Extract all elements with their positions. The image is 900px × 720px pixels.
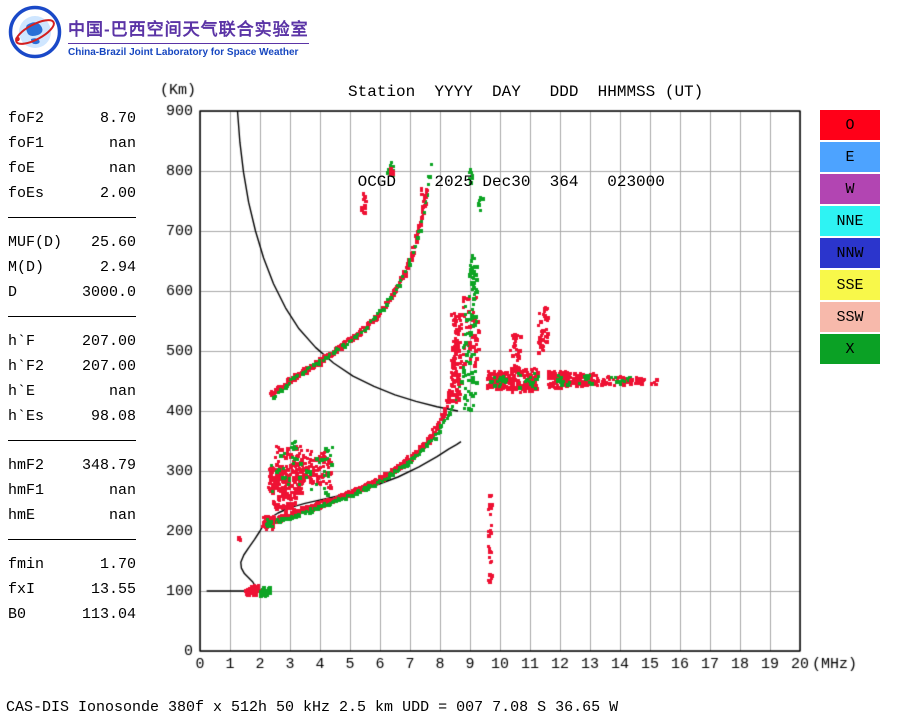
param-label: h`E: [8, 383, 36, 400]
legend-item-label: SSW: [836, 308, 864, 326]
legend-item-nnw: NNW: [820, 238, 880, 268]
station-header-line: Station YYYY DAY DDD HHMMSS (UT): [348, 83, 704, 101]
param-value: nan: [108, 507, 136, 524]
legend-item-x: X: [820, 334, 880, 364]
legend-item-e: E: [820, 142, 880, 172]
station-value-line: OCGD 2025 Dec30 364 023000: [348, 173, 665, 191]
param-row: B0 113.04: [8, 602, 136, 627]
param-row: h`E nan: [8, 379, 136, 404]
param-row: hmE nan: [8, 503, 136, 528]
param-separator: [8, 440, 136, 441]
param-row: foE nan: [8, 156, 136, 181]
legend-item-o: O: [820, 110, 880, 140]
param-value: 348.79: [81, 457, 136, 474]
param-row: hmF1 nan: [8, 478, 136, 503]
param-value: nan: [108, 135, 136, 152]
param-row: D 3000.0: [8, 280, 136, 305]
param-separator: [8, 539, 136, 540]
param-label: hmE: [8, 507, 36, 524]
param-label: MUF(D): [8, 234, 63, 251]
param-row: fxI 13.55: [8, 577, 136, 602]
param-label: foEs: [8, 185, 45, 202]
param-row: foF1 nan: [8, 131, 136, 156]
param-label: foE: [8, 160, 36, 177]
param-value: 8.70: [99, 110, 136, 127]
param-row: fmin 1.70: [8, 552, 136, 577]
station-info: Station YYYY DAY DDD HHMMSS (UT) OCGD 20…: [348, 17, 703, 227]
legend-item-label: X: [845, 340, 855, 358]
param-value: 25.60: [90, 234, 136, 251]
legend-item-nne: NNE: [820, 206, 880, 236]
param-value: 207.00: [81, 333, 136, 350]
param-value: 2.94: [99, 259, 136, 276]
param-row: foEs 2.00: [8, 181, 136, 206]
param-label: fxI: [8, 581, 36, 598]
lab-title-english: China-Brazil Joint Laboratory for Space …: [68, 47, 299, 58]
param-label: B0: [8, 606, 27, 623]
echo-legend: O E W NNE NNW SSE SSW X: [820, 110, 880, 366]
param-label: h`F: [8, 333, 36, 350]
legend-item-label: NNE: [836, 212, 864, 230]
param-label: fmin: [8, 556, 45, 573]
param-label: h`F2: [8, 358, 45, 375]
param-separator: [8, 316, 136, 317]
param-value: 2.00: [99, 185, 136, 202]
lab-logo: [8, 5, 62, 59]
legend-item-w: W: [820, 174, 880, 204]
legend-item-label: SSE: [836, 276, 864, 294]
legend-item-label: E: [845, 148, 855, 166]
param-value: nan: [108, 160, 136, 177]
legend-item-label: NNW: [836, 244, 864, 262]
param-value: 207.00: [81, 358, 136, 375]
param-label: h`Es: [8, 408, 45, 425]
param-row: M(D) 2.94: [8, 255, 136, 280]
param-row: h`F2 207.00: [8, 354, 136, 379]
param-value: 3000.0: [81, 284, 136, 301]
param-value: 113.04: [81, 606, 136, 623]
legend-item-ssw: SSW: [820, 302, 880, 332]
param-value: nan: [108, 482, 136, 499]
param-value: 13.55: [90, 581, 136, 598]
param-value: 1.70: [99, 556, 136, 573]
parameter-panel: foF2 8.70 foF1 nan foE nan foEs 2.00 MUF(D) 25.60…: [8, 106, 136, 627]
legend-item-sse: SSE: [820, 270, 880, 300]
param-value: 98.08: [90, 408, 136, 425]
lab-titles: 中国-巴西空间天气联合实验室 China-Brazil Joint Labora…: [68, 15, 309, 58]
lab-logo-icon: [8, 5, 62, 59]
param-row: h`Es 98.08: [8, 404, 136, 429]
param-row: hmF2 348.79: [8, 453, 136, 478]
param-row: MUF(D) 25.60: [8, 230, 136, 255]
param-row: foF2 8.70: [8, 106, 136, 131]
param-label: hmF1: [8, 482, 45, 499]
param-label: hmF2: [8, 457, 45, 474]
param-row: h`F 207.00: [8, 329, 136, 354]
param-separator: [8, 217, 136, 218]
param-label: foF2: [8, 110, 45, 127]
lab-title-chinese: 中国-巴西空间天气联合实验室: [68, 15, 309, 44]
param-label: D: [8, 284, 18, 301]
legend-item-label: W: [845, 180, 855, 198]
param-label: M(D): [8, 259, 45, 276]
param-value: nan: [108, 383, 136, 400]
legend-item-label: O: [845, 116, 855, 134]
param-label: foF1: [8, 135, 45, 152]
footer-text: CAS-DIS Ionosonde 380f x 512h 50 kHz 2.5…: [6, 699, 619, 716]
